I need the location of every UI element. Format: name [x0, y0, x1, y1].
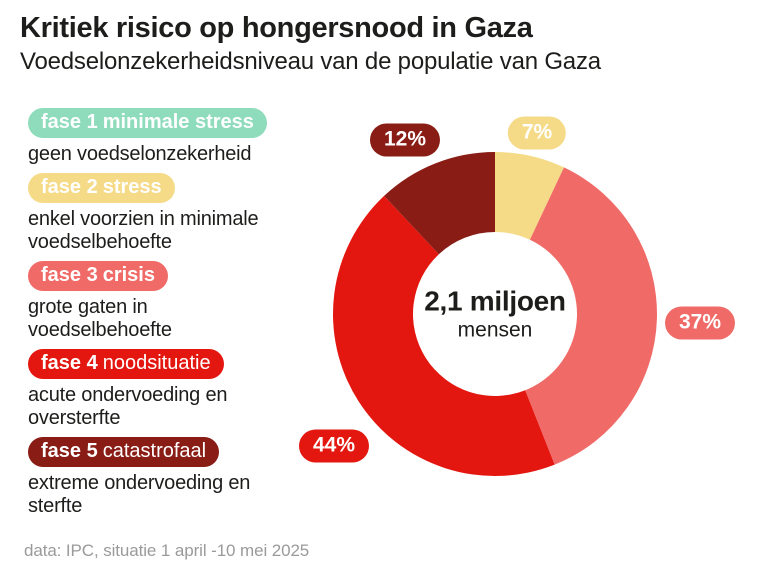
source-note: data: IPC, situatie 1 april -10 mei 2025: [24, 541, 310, 560]
phase-description: geen voedselonzekerheid: [28, 143, 252, 165]
phase-badge-fase-2: fase 2 stress: [28, 173, 175, 203]
page-title: Kritiek risico op hongersnood in Gaza: [20, 12, 533, 44]
phase-name: noodsituatie: [102, 352, 211, 374]
phase-description: acute ondervoeding en oversterfte: [28, 384, 228, 429]
legend-item-fase-4: fase 4 noodsituatie acute ondervoeding en…: [28, 349, 286, 430]
phase-name: stress: [102, 176, 162, 198]
percent-label-fase-3: 37%: [664, 306, 736, 340]
donut-segment-fase-4-noodsituatie: [333, 195, 555, 476]
percent-label-fase-4: 44%: [298, 429, 370, 463]
legend-item-fase-2: fase 2 stress enkel voorzien in minimale …: [28, 173, 286, 254]
phase-badge-fase-3: fase 3 crisis: [28, 261, 168, 291]
legend-item-fase-3: fase 3 crisis grote gaten in voedselbehoe…: [28, 261, 286, 342]
phase-badge-fase-1: fase 1 minimale stress: [28, 108, 267, 138]
donut-segment-fase-3-crisis: [525, 167, 657, 465]
phase-number: fase 5: [41, 440, 98, 462]
phase-badge-fase-4: fase 4 noodsituatie: [28, 349, 224, 379]
legend: fase 1 minimale stress geen voedselonzeke…: [28, 108, 286, 525]
legend-item-fase-1: fase 1 minimale stress geen voedselonzeke…: [28, 108, 286, 166]
phase-description: grote gaten in voedselbehoefte: [28, 296, 172, 341]
phase-number: fase 4: [41, 352, 98, 374]
donut-segment-fase-5-catastrofaal: [384, 152, 495, 255]
phase-number: fase 3: [41, 264, 98, 286]
phase-number: fase 1: [41, 111, 98, 133]
total-population-value: 2,1 miljoen: [424, 285, 566, 317]
header: Kritiek risico op hongersnood in Gaza Vo…: [20, 12, 760, 76]
total-population-unit: mensen: [457, 318, 533, 342]
percent-label-fase-5: 12%: [369, 123, 441, 157]
phase-badge-fase-5: fase 5 catastrofaal: [28, 437, 220, 467]
phase-name: catastrofaal: [102, 440, 207, 462]
phase-description: enkel voorzien in minimale voedselbehoef…: [28, 208, 259, 253]
donut-segment-fase-2-stress: [495, 152, 564, 240]
donut-center-label: 2,1 miljoen mensen: [405, 286, 585, 343]
page-subtitle: Voedselonzekerheidsniveau van de populat…: [20, 48, 601, 76]
phase-description: extreme ondervoeding en sterfte: [28, 472, 251, 517]
phase-name: crisis: [102, 264, 155, 286]
legend-item-fase-5: fase 5 catastrofaal extreme ondervoeding …: [28, 437, 286, 518]
phase-number: fase 2: [41, 176, 98, 198]
percent-label-fase-2: 7%: [507, 116, 567, 150]
phase-name: minimale stress: [102, 111, 254, 133]
